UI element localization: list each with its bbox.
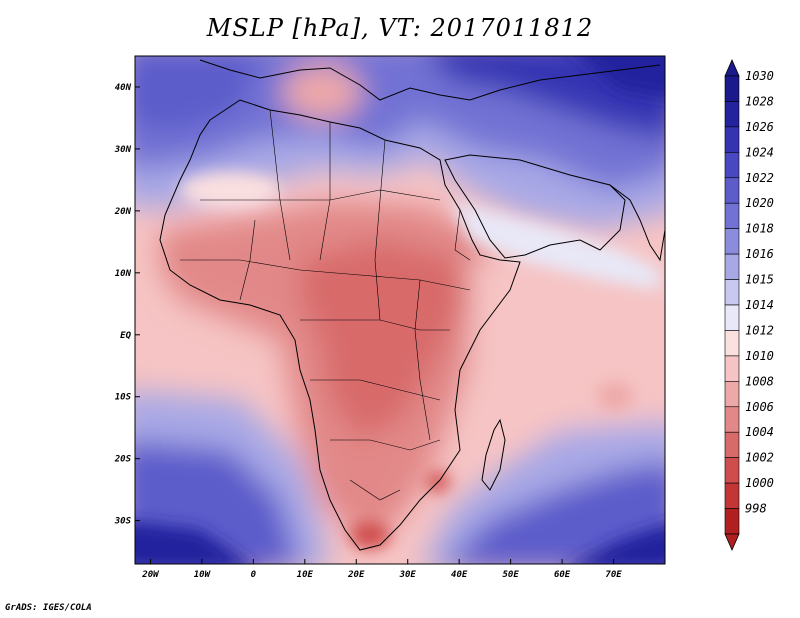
colorbar-label: 1015 [745, 273, 774, 287]
x-tick-label: 70E [605, 570, 622, 580]
colorbar: 1030 1028 1026 1024 1022 1020 1018 1016 1015 1014… [724, 59, 774, 551]
colorbar-segment [724, 101, 740, 128]
plot-frame [134, 55, 666, 565]
y-tick-label: 10S [115, 393, 132, 403]
x-tick-label: 10W [194, 570, 212, 580]
credit-label: GrADS: IGES/COLA [5, 603, 92, 613]
colorbar-label: 1016 [745, 247, 774, 261]
x-tick-label: 20W [141, 570, 160, 580]
colorbar-label: 1026 [745, 120, 774, 134]
x-tick-label: 10E [297, 570, 314, 580]
colorbar-label: 1020 [745, 196, 774, 210]
colorbar-label: 1008 [745, 374, 774, 388]
map-title: MSLP [hPa], VT: 2017011812 [206, 14, 594, 42]
y-tick-label: 10N [115, 269, 132, 279]
atlantic-high-core [135, 56, 258, 130]
colorbar-segment [724, 304, 740, 331]
colorbar-label: 1022 [745, 171, 774, 185]
pressure-field [135, 56, 665, 564]
colorbar-label: 1014 [745, 298, 774, 312]
colorbar-segment [724, 152, 740, 179]
colorbar-segment [724, 126, 740, 153]
mediterranean-low [282, 64, 362, 120]
colorbar-label: 1012 [745, 323, 774, 337]
southern-ocean-deep [135, 521, 251, 564]
country-borders [180, 109, 471, 501]
colorbar-segment [724, 75, 740, 102]
africa-coastline [159, 99, 521, 551]
colorbar-segment [724, 508, 740, 535]
x-tick-label: 0 [251, 570, 257, 580]
arabia-band [450, 200, 660, 290]
arabia-coastline [444, 154, 626, 259]
colorbar-segment [724, 202, 740, 229]
colorbar-bottom-arrow [724, 533, 740, 551]
colorbar-segment [724, 228, 740, 255]
colorbar-label: 1024 [745, 145, 774, 159]
colorbar-label: 1002 [745, 451, 774, 465]
central-low-core [300, 240, 470, 440]
colorbar-label: 1000 [745, 476, 774, 490]
x-tick-label: 40E [451, 570, 468, 580]
colorbar-segment [724, 482, 740, 509]
colorbar-segment [724, 406, 740, 433]
longitude-axis: 20W 10W 0 10E 20E 30E 40E 50E 60E 70E [141, 559, 622, 580]
y-tick-label: 30S [114, 517, 132, 527]
southern-africa-low [350, 521, 390, 549]
colorbar-label: 1004 [745, 425, 774, 439]
colorbar-segment [724, 355, 740, 382]
coastlines [159, 59, 665, 551]
colorbar-label: 998 [745, 502, 767, 516]
colorbar-segment [724, 330, 740, 357]
indian-ocean-cell [597, 382, 633, 410]
y-tick-label: EQ [120, 331, 131, 341]
south-indian-core [446, 462, 665, 564]
colorbar-label: 1028 [745, 94, 774, 108]
colorbar-label: 1006 [745, 400, 774, 414]
colorbar-segment [724, 457, 740, 484]
x-tick-label: 30E [399, 570, 417, 580]
india-coastline [609, 184, 665, 262]
colorbar-segment [724, 253, 740, 280]
x-tick-label: 50E [502, 570, 519, 580]
colorbar-top-arrow [724, 59, 740, 77]
colorbar-segment [724, 381, 740, 408]
colorbar-label: 1010 [745, 349, 774, 363]
x-tick-label: 60E [554, 570, 571, 580]
y-tick-label: 30N [114, 145, 132, 155]
madagascar [481, 418, 506, 491]
colorbar-segment [724, 279, 740, 306]
colorbar-segment [724, 177, 740, 204]
y-tick-label: 20N [114, 207, 132, 217]
y-tick-label: 40N [115, 83, 132, 93]
latitude-axis: 40N 30N 20N 10N EQ 10S 20S 30S [114, 83, 140, 527]
north-deep [579, 56, 665, 98]
sahara-light [180, 172, 280, 208]
colorbar-label: 1030 [745, 69, 774, 83]
y-tick-label: 20S [114, 455, 132, 465]
south-indian-deep [572, 525, 665, 564]
colorbar-segment [724, 431, 740, 458]
colorbar-label: 1018 [745, 222, 774, 236]
x-tick-label: 20E [347, 570, 365, 580]
europe-coastline [199, 59, 661, 101]
